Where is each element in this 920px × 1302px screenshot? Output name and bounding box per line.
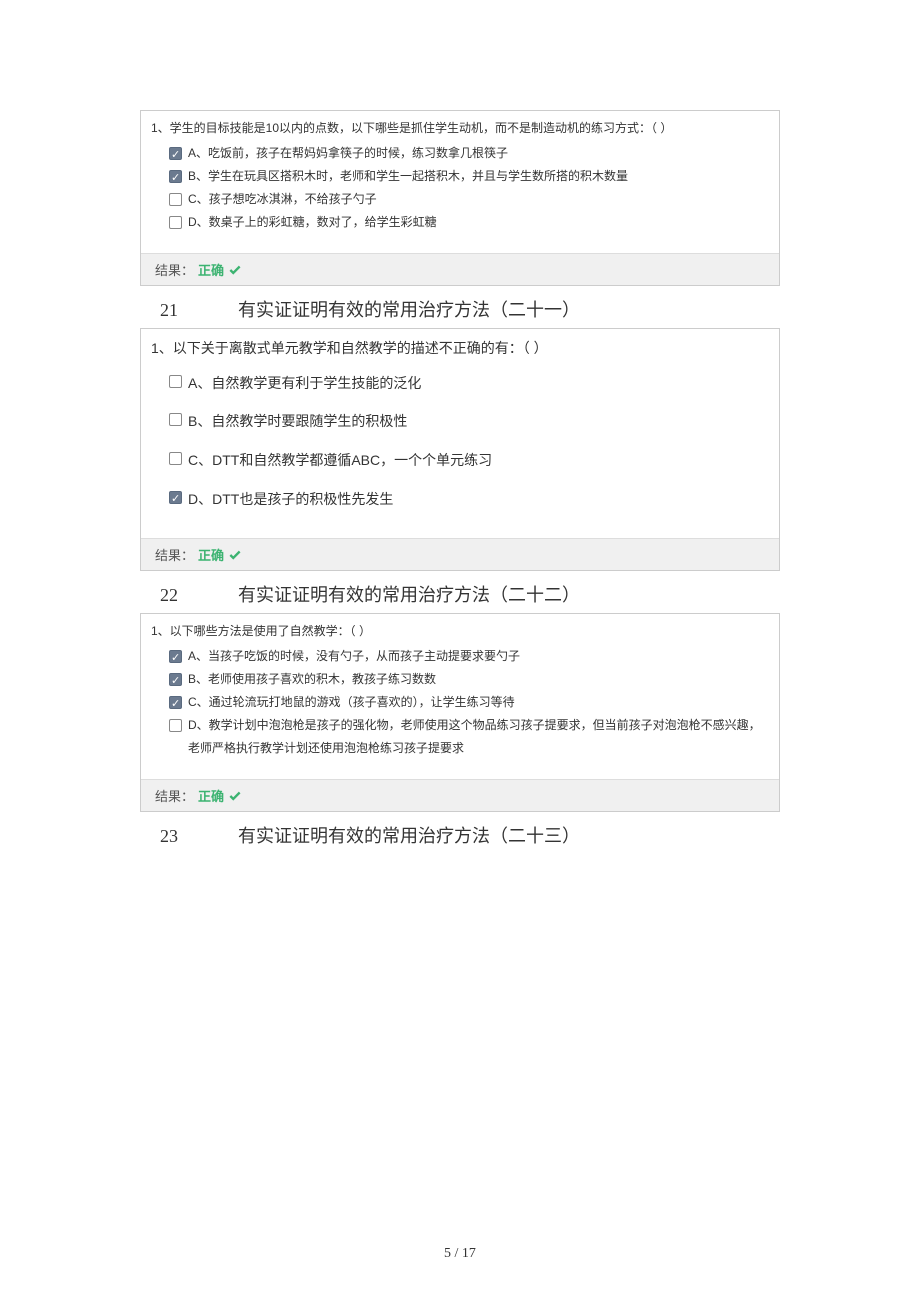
- section-number: 22: [160, 585, 238, 606]
- result-bar: 结果： 正确: [141, 253, 779, 285]
- option-label: D、教学计划中泡泡枪是孩子的强化物，老师使用这个物品练习孩子提要求，但当前孩子对…: [188, 714, 769, 760]
- option-row: B、自然教学时要跟随学生的积极性: [169, 402, 769, 441]
- option-label: D、数桌子上的彩虹糖，数对了，给学生彩虹糖: [188, 211, 769, 234]
- checkbox-icon: [169, 650, 182, 663]
- check-icon: [228, 548, 242, 562]
- section-heading-22: 22 有实证证明有效的常用治疗方法（二十二）: [140, 575, 780, 613]
- option-label: A、当孩子吃饭的时候，没有勺子，从而孩子主动提要求要勺子: [188, 645, 769, 668]
- result-value: 正确: [198, 260, 224, 279]
- options-list: A、自然教学更有利于学生技能的泛化 B、自然教学时要跟随学生的积极性 C、DTT…: [141, 364, 779, 538]
- question-block-1: 1、学生的目标技能是10以内的点数，以下哪些是抓住学生动机，而不是制造动机的练习…: [140, 110, 780, 286]
- options-list: A、当孩子吃饭的时候，没有勺子，从而孩子主动提要求要勺子 B、老师使用孩子喜欢的…: [141, 645, 779, 779]
- option-label: B、学生在玩具区搭积木时，老师和学生一起搭积木，并且与学生数所搭的积木数量: [188, 165, 769, 188]
- result-value: 正确: [198, 545, 224, 564]
- page-footer: 5 / 17: [0, 1246, 920, 1262]
- question-block-2: 1、以下关于离散式单元教学和自然教学的描述不正确的有：（ ） A、自然教学更有利…: [140, 328, 780, 571]
- result-bar: 结果： 正确: [141, 538, 779, 570]
- option-row: D、数桌子上的彩虹糖，数对了，给学生彩虹糖: [169, 211, 769, 234]
- checkbox-icon: [169, 452, 182, 465]
- section-number: 23: [160, 826, 238, 847]
- option-row: A、当孩子吃饭的时候，没有勺子，从而孩子主动提要求要勺子: [169, 645, 769, 668]
- result-label: 结果：: [155, 545, 194, 564]
- option-row: A、吃饭前，孩子在帮妈妈拿筷子的时候，练习数拿几根筷子: [169, 142, 769, 165]
- option-row: D、教学计划中泡泡枪是孩子的强化物，老师使用这个物品练习孩子提要求，但当前孩子对…: [169, 714, 769, 760]
- option-label: D、DTT也是孩子的积极性先发生: [188, 486, 769, 513]
- result-bar: 结果： 正确: [141, 779, 779, 811]
- question-text: 1、以下哪些方法是使用了自然教学：（ ）: [141, 614, 779, 645]
- question-block-3: 1、以下哪些方法是使用了自然教学：（ ） A、当孩子吃饭的时候，没有勺子，从而孩…: [140, 613, 780, 812]
- section-title: 有实证证明有效的常用治疗方法（二十二）: [238, 581, 580, 607]
- option-row: A、自然教学更有利于学生技能的泛化: [169, 364, 769, 403]
- checkbox-icon: [169, 696, 182, 709]
- option-row: D、DTT也是孩子的积极性先发生: [169, 480, 769, 519]
- checkbox-icon: [169, 719, 182, 732]
- section-number: 21: [160, 300, 238, 321]
- checkbox-icon: [169, 375, 182, 388]
- checkbox-icon: [169, 147, 182, 160]
- option-row: C、DTT和自然教学都遵循ABC，一个个单元练习: [169, 441, 769, 480]
- option-label: A、吃饭前，孩子在帮妈妈拿筷子的时候，练习数拿几根筷子: [188, 142, 769, 165]
- check-icon: [228, 263, 242, 277]
- result-label: 结果：: [155, 260, 194, 279]
- result-value: 正确: [198, 786, 224, 805]
- question-text: 1、学生的目标技能是10以内的点数，以下哪些是抓住学生动机，而不是制造动机的练习…: [141, 111, 779, 142]
- section-heading-21: 21 有实证证明有效的常用治疗方法（二十一）: [140, 290, 780, 328]
- option-label: C、孩子想吃冰淇淋，不给孩子勺子: [188, 188, 769, 211]
- checkbox-icon: [169, 193, 182, 206]
- option-label: B、老师使用孩子喜欢的积木，教孩子练习数数: [188, 668, 769, 691]
- option-label: C、通过轮流玩打地鼠的游戏（孩子喜欢的），让学生练习等待: [188, 691, 769, 714]
- option-row: B、学生在玩具区搭积木时，老师和学生一起搭积木，并且与学生数所搭的积木数量: [169, 165, 769, 188]
- checkbox-icon: [169, 170, 182, 183]
- options-list: A、吃饭前，孩子在帮妈妈拿筷子的时候，练习数拿几根筷子 B、学生在玩具区搭积木时…: [141, 142, 779, 253]
- option-label: A、自然教学更有利于学生技能的泛化: [188, 370, 769, 397]
- check-icon: [228, 789, 242, 803]
- checkbox-icon: [169, 673, 182, 686]
- option-label: C、DTT和自然教学都遵循ABC，一个个单元练习: [188, 447, 769, 474]
- checkbox-icon: [169, 491, 182, 504]
- option-row: C、孩子想吃冰淇淋，不给孩子勺子: [169, 188, 769, 211]
- checkbox-icon: [169, 413, 182, 426]
- result-label: 结果：: [155, 786, 194, 805]
- option-label: B、自然教学时要跟随学生的积极性: [188, 408, 769, 435]
- question-text: 1、以下关于离散式单元教学和自然教学的描述不正确的有：（ ）: [141, 329, 779, 363]
- option-row: C、通过轮流玩打地鼠的游戏（孩子喜欢的），让学生练习等待: [169, 691, 769, 714]
- checkbox-icon: [169, 216, 182, 229]
- section-title: 有实证证明有效的常用治疗方法（二十三）: [238, 822, 580, 848]
- section-heading-23: 23 有实证证明有效的常用治疗方法（二十三）: [140, 816, 780, 854]
- option-row: B、老师使用孩子喜欢的积木，教孩子练习数数: [169, 668, 769, 691]
- section-title: 有实证证明有效的常用治疗方法（二十一）: [238, 296, 580, 322]
